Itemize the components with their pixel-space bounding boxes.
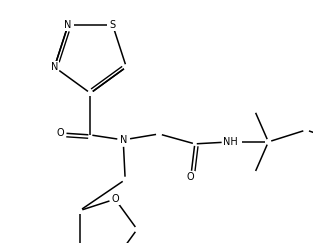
Text: O: O <box>111 194 119 204</box>
Text: N: N <box>64 20 72 30</box>
Text: N: N <box>51 62 58 72</box>
Text: N: N <box>120 135 127 145</box>
Text: NH: NH <box>223 137 238 147</box>
Text: S: S <box>110 20 116 30</box>
Text: O: O <box>57 128 64 138</box>
Text: O: O <box>187 172 195 182</box>
